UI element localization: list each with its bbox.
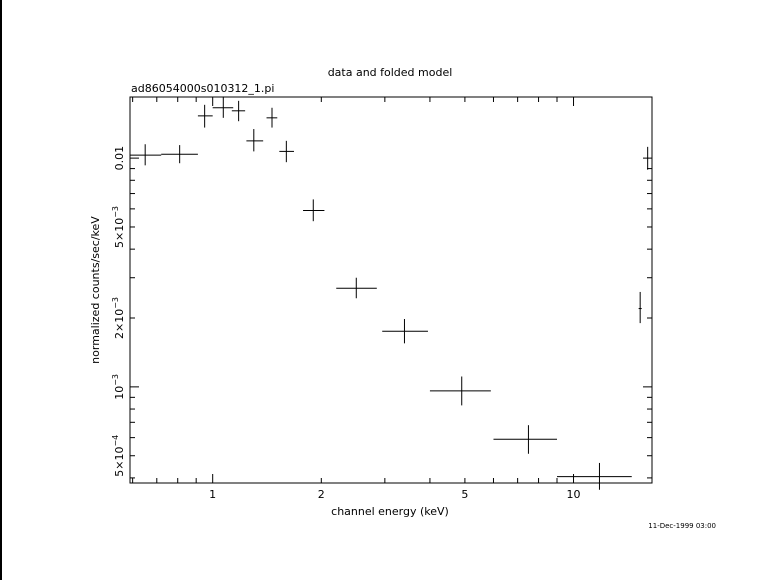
y-tick-label: 0.01	[113, 146, 126, 171]
data-point	[382, 319, 428, 344]
data-point	[197, 104, 213, 128]
data-point	[161, 145, 198, 164]
data-point	[646, 146, 649, 170]
y-tick-label: 2×10−3	[111, 297, 126, 339]
data-point	[246, 129, 264, 152]
data-point	[493, 425, 558, 454]
data-point	[429, 376, 491, 406]
x-tick-labels: 1 2 5 10	[209, 488, 580, 501]
x-tick-label: 2	[318, 488, 325, 501]
data-point	[303, 199, 325, 222]
data-point	[231, 100, 246, 122]
data-point	[557, 462, 632, 490]
x-axis-label: channel energy (keV)	[331, 505, 449, 518]
y-tick-label: 5×10−3	[111, 206, 126, 248]
window-edge-rule	[0, 0, 2, 580]
data-point	[336, 277, 377, 299]
chart-subtitle: ad86054000s010312_1.pi	[131, 82, 274, 95]
axis-ticks	[130, 97, 652, 483]
x-tick-label: 5	[461, 488, 468, 501]
y-tick-label: 10−3	[111, 374, 126, 400]
y-tick-label: 5×10−4	[111, 435, 126, 477]
x-tick-label: 1	[209, 488, 216, 501]
data-point	[266, 107, 278, 128]
plot-area-frame	[129, 96, 653, 484]
y-axis-label: normalized counts/sec/keV	[89, 216, 102, 364]
x-tick-label: 10	[567, 488, 581, 501]
data-point	[279, 140, 294, 163]
data-points	[130, 96, 649, 490]
timestamp: 11-Dec-1999 03:00	[648, 522, 716, 530]
data-point	[638, 291, 642, 324]
y-tick-labels: 0.01 5×10−3 2×10−3 10−3 5×10−4	[111, 146, 126, 477]
chart-title: data and folded model	[328, 66, 453, 79]
data-point	[130, 144, 162, 166]
data-point	[212, 96, 234, 118]
